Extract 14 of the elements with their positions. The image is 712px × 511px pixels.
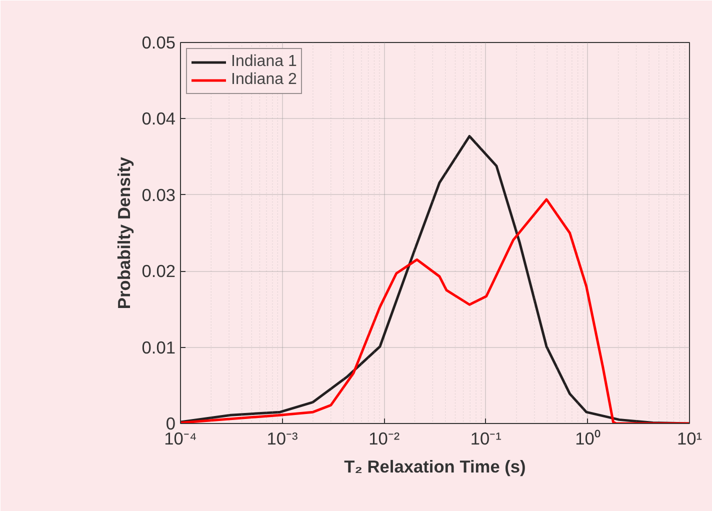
legend-label: Indiana 1 xyxy=(231,53,297,71)
y-axis-title: Probabilty Density xyxy=(114,156,134,310)
x-tick-label: 10⁻² xyxy=(368,428,400,448)
x-tick-label: 10⁰ xyxy=(575,428,600,448)
x-tick-label: 10¹ xyxy=(676,428,702,448)
y-tick-label: 0.05 xyxy=(142,32,176,52)
legend-label: Indiana 2 xyxy=(231,71,297,89)
y-tick-label: 0.03 xyxy=(142,184,176,205)
x-tick-label: 10⁻¹ xyxy=(470,428,502,448)
y-tick-label: 0.04 xyxy=(142,108,176,129)
x-axis-title: T₂ Relaxation Time (s) xyxy=(344,456,526,476)
y-tick-label: 0.01 xyxy=(142,337,176,358)
x-tick-label: 10⁻³ xyxy=(266,428,298,448)
y-tick-label: 0.02 xyxy=(142,261,176,282)
